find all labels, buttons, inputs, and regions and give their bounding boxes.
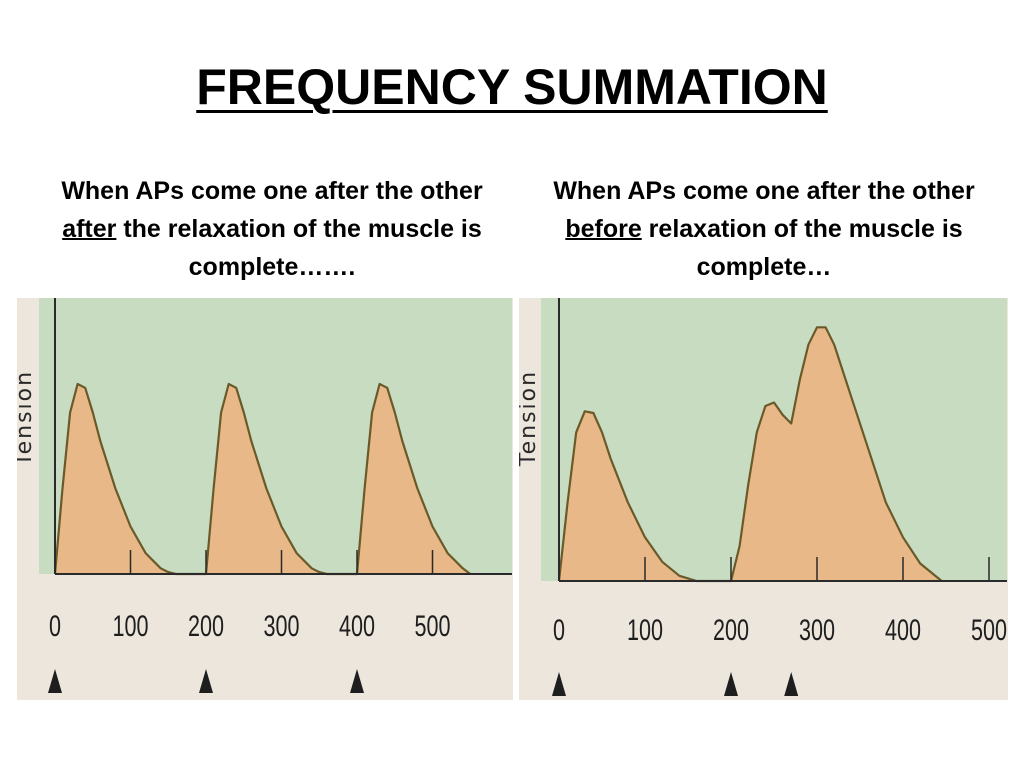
x-tick-label: 0 [49,608,61,642]
tension-curve [53,382,471,576]
y-axis-label: Tension [17,370,37,467]
x-tick-label: 500 [971,612,1007,646]
stimulus-marker-icon [48,669,62,693]
caption-right: When APs come one after the other before… [553,177,975,281]
x-tick-label: 400 [339,608,375,642]
twitch-chart-left: Tension 0 100 200 300 400 500 [17,298,512,693]
x-tick-label: 300 [263,608,299,642]
caption-left: When APs come one after the other after … [61,177,483,281]
stimulus-marker-icon [552,672,566,696]
stimulus-marker-icon [199,669,213,693]
x-tick-label: 200 [188,608,224,642]
caption-right-emphasis: before [565,215,642,243]
x-tick-label: 200 [713,612,749,646]
x-tick-label: 500 [414,608,450,642]
chart-panel-left: Tension 0 100 200 300 400 500 [17,298,513,700]
x-tick-label: 400 [885,612,921,646]
twitch-chart-right: Tension 0 100 200 300 400 500 [519,298,1007,696]
x-tick-label: 100 [112,608,148,642]
x-tick-label: 300 [799,612,835,646]
stimulus-marker-icon [350,669,364,693]
stimulus-marker-icon [784,672,799,696]
tension-area [559,327,942,581]
y-axis-label: Tension [519,370,541,467]
slide-title: FREQUENCY SUMMATION [196,59,828,115]
x-tick-label: 100 [627,612,663,646]
x-tick-label: 0 [553,612,565,646]
chart-panel-right: Tension 0 100 200 300 400 500 [519,298,1008,700]
tension-curve [557,326,943,583]
stimulus-marker-icon [724,672,738,696]
caption-left-emphasis: after [62,215,117,243]
